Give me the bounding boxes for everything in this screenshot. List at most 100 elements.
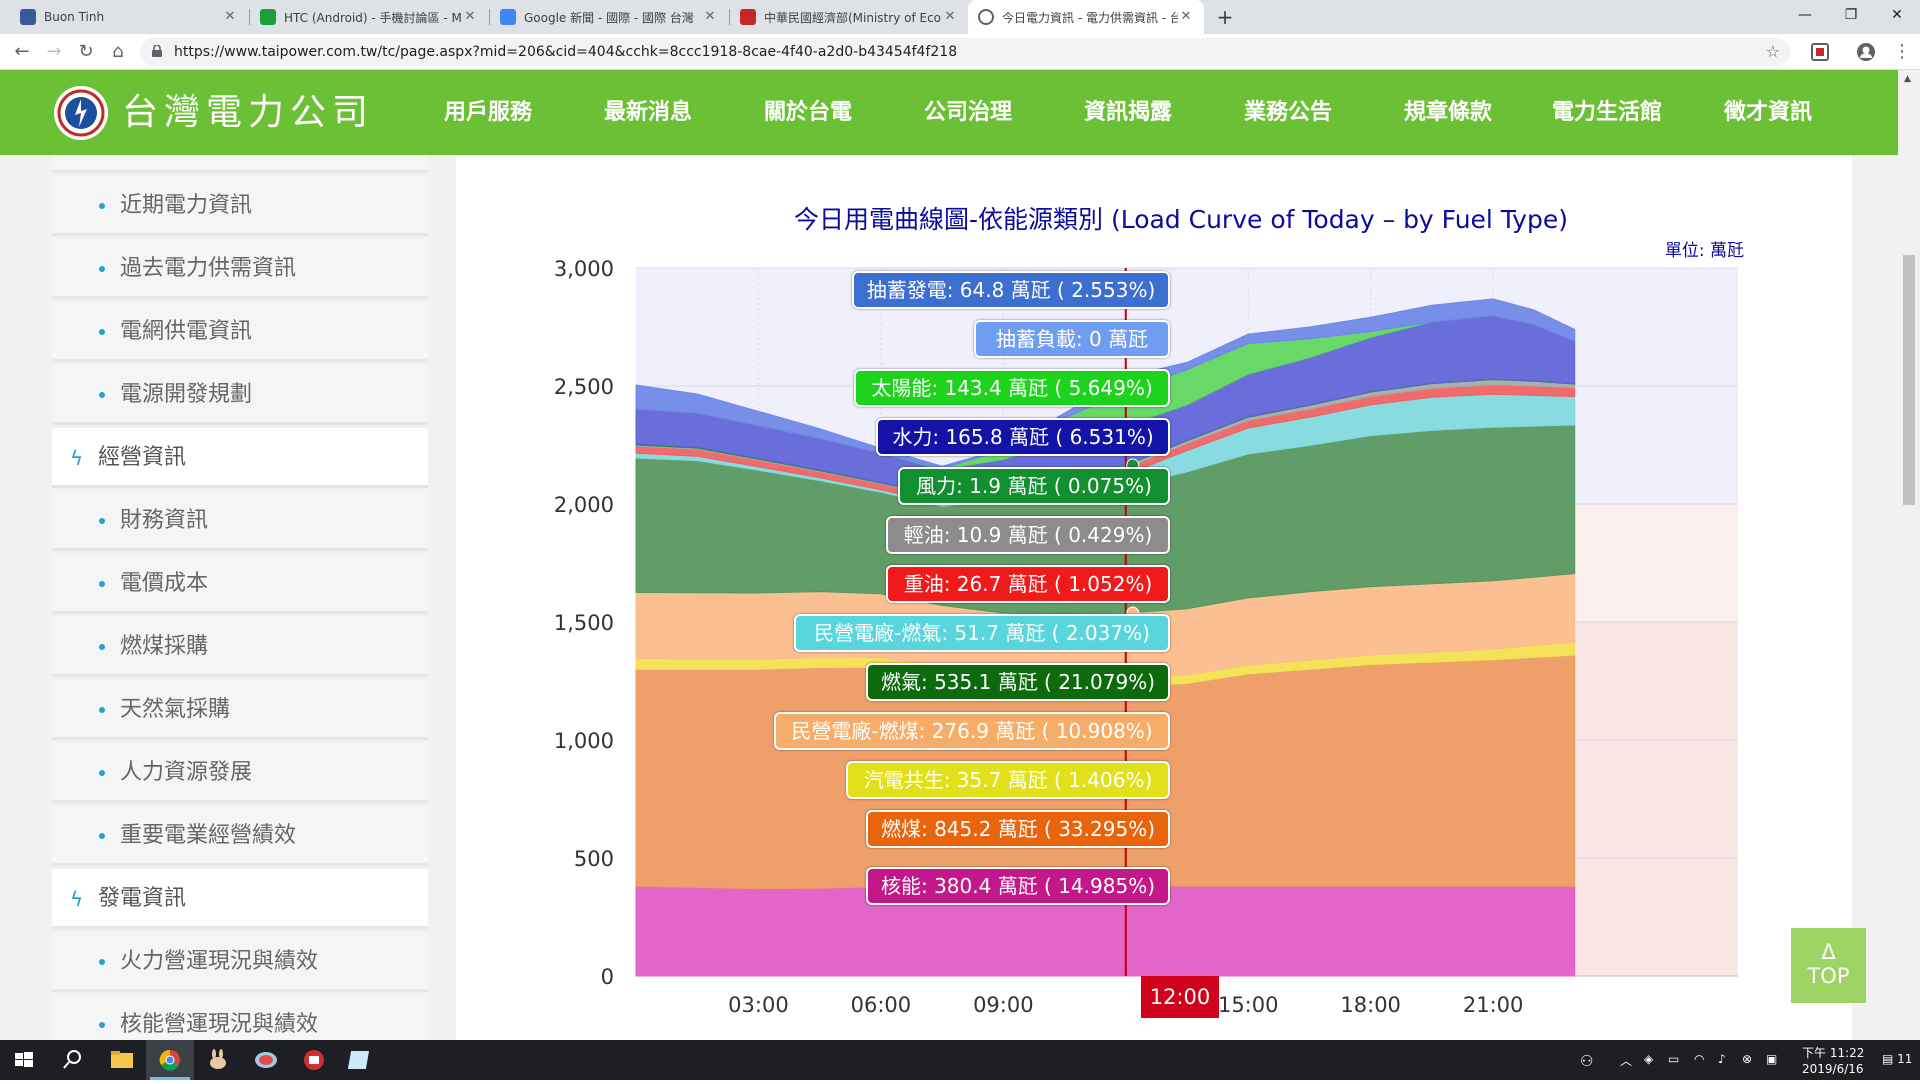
new-tab-button[interactable]: + (1216, 5, 1234, 29)
top-label: TOP (1807, 964, 1850, 988)
extension-icon[interactable] (1810, 42, 1830, 62)
close-icon[interactable]: ✕ (704, 9, 716, 24)
sidebar-item[interactable]: 電價成本 (52, 554, 428, 614)
nav-living-hall[interactable]: 電力生活館 (1552, 100, 1663, 125)
y-tick-label: 500 (574, 847, 614, 871)
up-arrow-icon: Δ (1821, 940, 1836, 964)
menu-icon[interactable]: ⋮ (1893, 41, 1911, 62)
sidebar-item[interactable]: 天然氣採購 (52, 680, 428, 740)
tab-title: Google 新聞 - 國際 - 國際 台灣 (524, 10, 694, 25)
sidebar-item[interactable]: 過去電力供需資訊 (52, 239, 428, 299)
taipower-emblem-icon (54, 86, 108, 140)
back-icon[interactable]: ← (14, 41, 30, 62)
google-news-icon (500, 9, 516, 25)
sidebar-item-label: 天然氣採購 (120, 697, 231, 722)
scrollbar-thumb[interactable] (1903, 255, 1915, 505)
browser-tab[interactable]: 中華民國經濟部(Ministry of Econ ✕ (730, 0, 968, 34)
close-window-icon[interactable]: ✕ (1891, 7, 1903, 23)
windows-start-icon[interactable] (0, 1040, 48, 1080)
browser-tab[interactable]: Google 新聞 - 國際 - 國際 台灣 ✕ (490, 0, 728, 34)
browser-tab[interactable]: HTC (Android) - 手機討論區 - M ✕ (250, 0, 488, 34)
reload-icon[interactable]: ↻ (78, 41, 94, 62)
sidebar-item[interactable]: 火力營運現況與績效 (52, 932, 428, 992)
y-tick-label: 0 (601, 965, 614, 989)
browser-tab-active[interactable]: 今日電力資訊 - 電力供需資訊 - 台 ✕ (968, 0, 1204, 34)
address-bar[interactable]: https://www.taipower.com.tw/tc/page.aspx… (140, 38, 1790, 66)
clock-date[interactable]: 2019/6/16 (1802, 1062, 1864, 1076)
star-icon[interactable]: ☆ (1765, 42, 1780, 61)
sidebar-item-label: 電源開發規劃 (120, 382, 253, 407)
notification-center-icon[interactable]: ▤ 11 (1882, 1052, 1913, 1066)
nav-latest-news[interactable]: 最新消息 (604, 100, 693, 125)
profile-icon[interactable] (1856, 42, 1876, 62)
nav-about[interactable]: 關於台電 (764, 100, 853, 125)
bullet-icon (99, 1022, 105, 1028)
sidebar-item-label: 人力資源發展 (120, 760, 253, 785)
app-chat-icon[interactable] (242, 1040, 290, 1080)
app-red-icon[interactable] (290, 1040, 338, 1080)
scroll-up-icon[interactable]: ▲ (1904, 74, 1911, 84)
search-icon[interactable] (48, 1040, 96, 1080)
tooltip-row: 汽電共生: 35.7 萬瓩 ( 1.406%) (846, 761, 1170, 799)
back-to-top-button[interactable]: Δ TOP (1791, 928, 1866, 1003)
wifi-icon[interactable]: ◠ (1694, 1052, 1705, 1066)
bullet-icon (99, 833, 105, 839)
page-scrollbar[interactable]: ▲ (1898, 70, 1920, 1040)
file-explorer-icon[interactable] (98, 1040, 146, 1080)
x-tick-label: 03:00 (728, 993, 789, 1017)
sidebar-item[interactable]: 近期電力資訊 (52, 176, 428, 236)
close-icon[interactable]: ✕ (464, 9, 476, 24)
site-logo[interactable]: 台灣電力公司 (52, 84, 372, 142)
minimize-icon[interactable]: — (1798, 7, 1812, 23)
chrome-taskbar-item[interactable] (146, 1040, 194, 1080)
close-icon[interactable]: ✕ (1180, 9, 1192, 24)
app-notepad-icon[interactable] (338, 1040, 386, 1080)
restore-icon[interactable]: ❐ (1844, 7, 1858, 23)
tooltip-row: 重油: 26.7 萬瓩 ( 1.052%) (886, 565, 1170, 603)
nav-governance[interactable]: 公司治理 (924, 100, 1013, 125)
ime-icon[interactable]: ▣ (1766, 1052, 1778, 1066)
nav-regulations[interactable]: 規章條款 (1404, 100, 1493, 125)
nav-customer-service[interactable]: 用戶服務 (444, 100, 533, 125)
sidebar-item[interactable]: 重要電業經營績效 (52, 806, 428, 866)
tray-battery-icon[interactable]: ▭ (1668, 1052, 1680, 1066)
nav-announcements[interactable]: 業務公告 (1244, 100, 1333, 125)
sidebar-item[interactable]: 財務資訊 (52, 491, 428, 551)
tab-separator (249, 9, 250, 25)
notification-count: 11 (1897, 1052, 1913, 1066)
sidebar-item-label: 電價成本 (120, 571, 209, 596)
people-icon[interactable]: ⚇ (1580, 1052, 1594, 1070)
close-icon[interactable]: ✕ (224, 9, 236, 24)
facebook-icon (20, 9, 36, 25)
sidebar-section[interactable]: ϟ 經營資訊 (52, 428, 428, 488)
sidebar-item-label: 重要電業經營績效 (120, 823, 297, 848)
lightning-icon: ϟ (70, 887, 84, 911)
url-text: https://www.taipower.com.tw/tc/page.aspx… (174, 44, 958, 60)
tray-close-icon[interactable]: ⊗ (1742, 1052, 1753, 1066)
app-rabbit-icon[interactable] (194, 1040, 242, 1080)
sidebar-section[interactable]: ϟ 發電資訊 (52, 869, 428, 929)
bullet-icon (99, 266, 105, 272)
clock-time[interactable]: 下午 11:22 (1802, 1046, 1865, 1060)
cursor-time-badge: 12:00 (1141, 976, 1219, 1018)
forward-icon[interactable]: → (46, 41, 62, 62)
sidebar-item[interactable]: 電網供電資訊 (52, 302, 428, 362)
moea-icon (740, 9, 756, 25)
close-icon[interactable]: ✕ (944, 9, 956, 24)
nav-disclosure[interactable]: 資訊揭露 (1084, 100, 1173, 125)
browser-tab[interactable]: Buon Tinh ✕ (10, 0, 248, 34)
nav-careers[interactable]: 徵才資訊 (1724, 100, 1813, 125)
sidebar-item[interactable]: 核能營運現況與績效 (52, 995, 428, 1040)
tray-expand-icon[interactable]: ︿ (1620, 1054, 1633, 1068)
sidebar-item[interactable]: 人力資源發展 (52, 743, 428, 803)
volume-icon[interactable]: ♪ (1718, 1052, 1726, 1066)
sidebar-item-label: 財務資訊 (120, 508, 209, 533)
sidebar-item-label: 火力營運現況與績效 (120, 949, 319, 974)
bullet-icon (99, 203, 105, 209)
sidebar-item[interactable]: 燃煤採購 (52, 617, 428, 677)
tray-shield-icon[interactable]: ◈ (1644, 1052, 1654, 1066)
home-icon[interactable]: ⌂ (112, 41, 124, 62)
sidebar-item[interactable]: 電源開發規劃 (52, 365, 428, 425)
chrome-icon (159, 1049, 180, 1071)
sidebar-section-label: 發電資訊 (98, 886, 187, 911)
